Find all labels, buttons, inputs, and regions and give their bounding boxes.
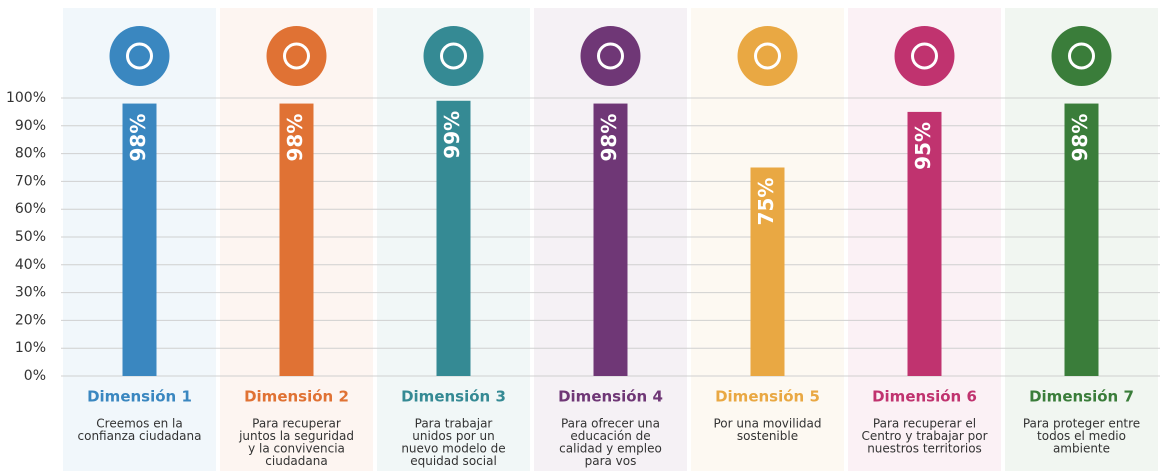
x-tick-label: Dimensión 5 <box>715 388 820 406</box>
icon-glyph <box>440 42 467 70</box>
description: juntos la seguridad <box>238 429 354 443</box>
value-label: 75% <box>754 178 778 226</box>
description: nuestros territorios <box>867 442 982 456</box>
icon-glyph <box>126 42 153 70</box>
y-tick-label: 50% <box>15 229 46 245</box>
x-tick-label: Dimensión 1 <box>87 388 192 406</box>
value-label: 98% <box>597 114 621 162</box>
y-tick-label: 60% <box>15 201 46 217</box>
bar <box>750 167 785 376</box>
description: calidad y empleo <box>559 442 662 456</box>
dimension-icon <box>580 26 641 86</box>
description: Centro y trabajar por <box>861 429 987 443</box>
y-tick-label: 30% <box>15 285 46 301</box>
dimension-icon <box>266 26 327 86</box>
y-tick-label: 90% <box>15 118 46 134</box>
description: educación de <box>570 429 650 443</box>
x-tick-label: Dimensión 3 <box>401 388 506 406</box>
x-tick-label: Dimensión 7 <box>1029 388 1134 406</box>
description: Creemos en la <box>96 417 182 431</box>
y-tick-label: 20% <box>15 312 46 328</box>
dimension-icon <box>737 26 798 86</box>
bar <box>279 103 314 376</box>
description: Por una movilidad <box>714 417 822 431</box>
x-tick-label: Dimensión 2 <box>244 388 349 406</box>
bar <box>1064 103 1099 376</box>
icon-glyph <box>754 42 781 70</box>
description: para vos <box>585 454 637 468</box>
description: y la convivencia <box>248 442 345 456</box>
description: sostenible <box>737 429 798 443</box>
x-tick-label: Dimensión 6 <box>872 388 977 406</box>
description: todos el medio <box>1037 429 1126 443</box>
bar <box>122 103 157 376</box>
description: Para trabajar <box>415 417 493 431</box>
dimension-icon <box>423 26 484 86</box>
icon-glyph <box>597 42 624 70</box>
icon-glyph <box>1068 42 1095 70</box>
y-tick-label: 10% <box>15 340 46 356</box>
description: equidad social <box>410 454 497 468</box>
dimension-icon <box>894 26 955 86</box>
y-tick-label: 100% <box>6 90 46 106</box>
x-tick-label: Dimensión 4 <box>558 388 663 406</box>
y-tick-label: 40% <box>15 257 46 273</box>
description: Para ofrecer una <box>561 417 660 431</box>
description: Para recuperar <box>252 417 341 431</box>
value-label: 95% <box>911 122 935 170</box>
bar <box>593 103 628 376</box>
description: Para proteger entre <box>1023 417 1140 431</box>
icon-glyph <box>911 42 938 70</box>
bar <box>907 111 942 377</box>
value-label: 98% <box>283 114 307 162</box>
y-tick-label: 0% <box>24 368 46 384</box>
description: ambiente <box>1053 442 1110 456</box>
description: confianza ciudadana <box>78 429 202 443</box>
value-label: 99% <box>440 111 464 159</box>
value-label: 98% <box>126 114 150 162</box>
icon-glyph <box>283 42 310 70</box>
dimension-icon <box>109 26 170 86</box>
description: unidos por un <box>412 429 495 443</box>
y-tick-label: 80% <box>15 146 46 162</box>
bar <box>436 100 471 376</box>
y-tick-label: 70% <box>15 173 46 189</box>
description: ciudadana <box>265 454 327 468</box>
value-label: 98% <box>1068 114 1092 162</box>
dimension-icon <box>1051 26 1112 86</box>
description: nuevo modelo de <box>401 442 505 456</box>
description: Para recuperar el <box>873 417 976 431</box>
